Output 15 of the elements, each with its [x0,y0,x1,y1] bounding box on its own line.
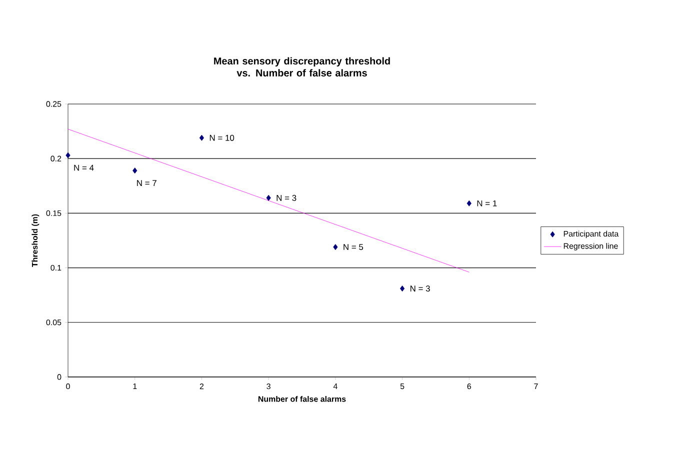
annotation: N = 7 [137,180,156,186]
annotation: N = 5 [344,244,364,250]
point [400,286,405,292]
annotation: N = 10 [210,134,234,141]
point [132,168,138,174]
annotation: N = 3 [410,286,430,292]
annotation: N = 1 [477,200,497,206]
point [66,152,70,158]
annotation: N = 3 [276,194,296,201]
point [199,134,204,141]
chart-title: Mean sensory discrepancy threshold vs. Number of false alarms [214,57,390,76]
point [266,194,271,201]
annotation: N = 4 [74,164,94,171]
point [333,244,338,250]
point [466,200,472,206]
